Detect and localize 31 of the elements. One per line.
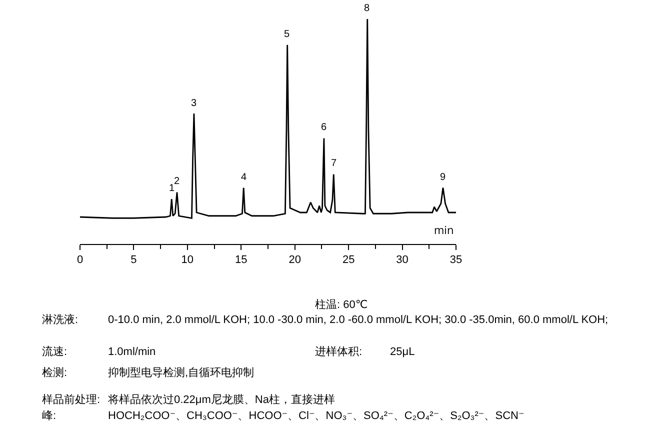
annotation: 4 bbox=[241, 172, 247, 183]
x-tick-label: 15 bbox=[235, 254, 248, 266]
annotation: 7 bbox=[331, 158, 337, 169]
text: 流速: bbox=[42, 345, 68, 359]
x-axis-title: min bbox=[434, 223, 454, 238]
text: 峰: bbox=[42, 409, 56, 423]
text: 1.0ml/min bbox=[108, 345, 156, 359]
text: 25μL bbox=[390, 345, 415, 359]
text: 样品前处理: bbox=[42, 393, 100, 407]
x-tick-label: 20 bbox=[288, 254, 301, 266]
text: 抑制型电导检测,自循环电抑制 bbox=[108, 366, 254, 380]
x-tick-label: 10 bbox=[181, 254, 194, 266]
annotation: 5 bbox=[284, 29, 290, 40]
text: HOCH₂COO⁻、CH₃COO⁻、HCOO⁻、Cl⁻、NO₃⁻、SO₄²⁻、C₂O₄²⁻、S₂O₃²⁻、SCN⁻ bbox=[108, 409, 524, 423]
x-tick-label: 35 bbox=[450, 254, 462, 266]
annotation: 1 bbox=[169, 183, 175, 194]
text: 淋洗液: bbox=[42, 313, 78, 327]
text: 检测: bbox=[42, 366, 68, 380]
x-tick-label: 30 bbox=[396, 254, 408, 266]
text: 柱温: 60℃ bbox=[315, 298, 368, 312]
annotation: 8 bbox=[364, 3, 370, 14]
x-tick-label: 5 bbox=[130, 254, 137, 266]
annotation: 2 bbox=[174, 176, 180, 187]
x-tick-label: 0 bbox=[76, 254, 84, 266]
annotation: 9 bbox=[440, 172, 446, 183]
x-tick-label: 25 bbox=[342, 254, 355, 266]
text: 将样品依次过0.22μm尼龙膜、Na柱，直接进样 bbox=[108, 393, 335, 407]
annotation: 6 bbox=[321, 122, 327, 133]
text: 进样体积: bbox=[315, 345, 362, 359]
text: 0-10.0 min, 2.0 mmol/L KOH; 10.0 -30.0 min, 2.0 -60.0 mmol/L KOH; 30.0 -35.0min, 60.0 mmol/L KOH; bbox=[108, 313, 608, 327]
annotation: 3 bbox=[191, 98, 197, 109]
